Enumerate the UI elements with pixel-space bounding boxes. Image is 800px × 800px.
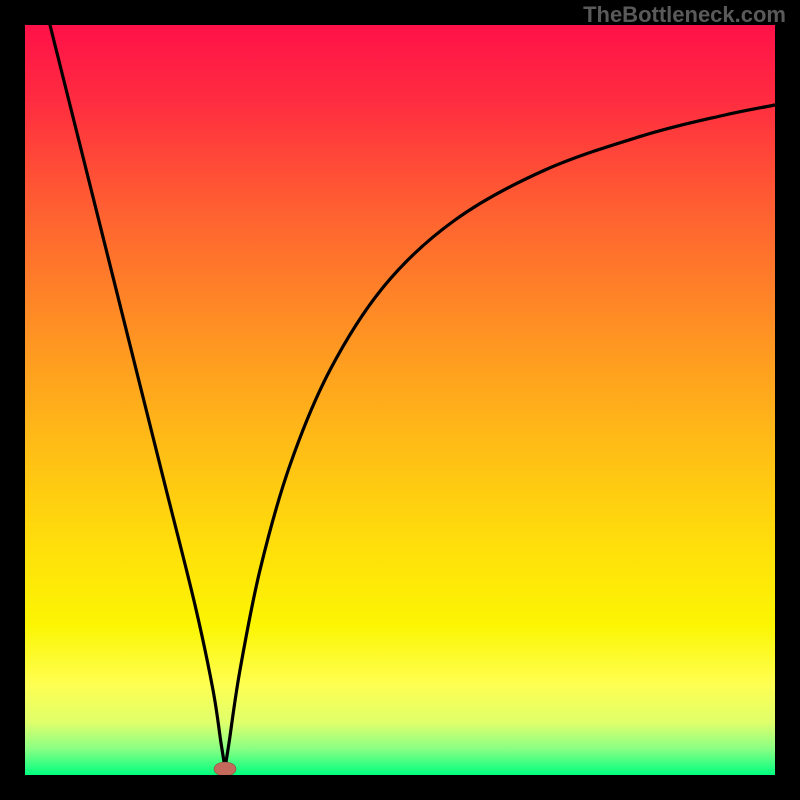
chart-container: TheBottleneck.com (0, 0, 800, 800)
watermark-text: TheBottleneck.com (583, 2, 786, 28)
gradient-background (25, 25, 775, 775)
plot-area (25, 25, 775, 775)
